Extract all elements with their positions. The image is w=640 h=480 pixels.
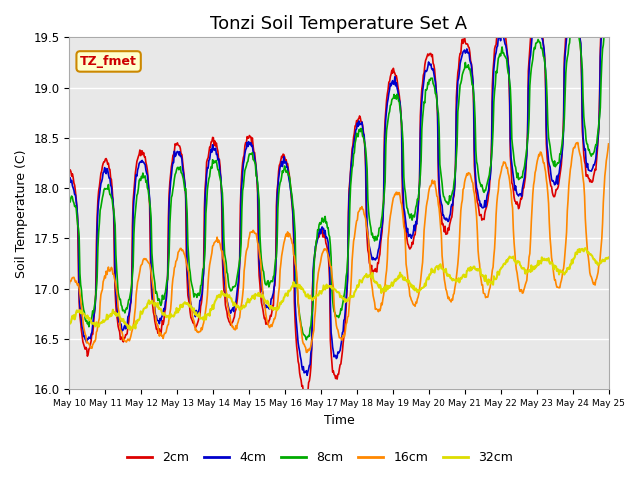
- 8cm: [303, 337, 310, 343]
- 2cm: [76, 300, 83, 305]
- 8cm: [405, 212, 413, 217]
- 4cm: [605, 0, 612, 4]
- 16cm: [405, 285, 413, 290]
- 32cm: [582, 245, 589, 251]
- 2cm: [214, 148, 221, 154]
- 16cm: [131, 311, 138, 317]
- 8cm: [214, 167, 221, 173]
- 32cm: [605, 255, 612, 261]
- 16cm: [65, 281, 73, 287]
- 4cm: [421, 70, 429, 75]
- Title: Tonzi Soil Temperature Set A: Tonzi Soil Temperature Set A: [211, 15, 468, 33]
- 8cm: [76, 234, 83, 240]
- 8cm: [186, 265, 193, 271]
- 2cm: [131, 178, 138, 184]
- 32cm: [76, 308, 83, 314]
- 8cm: [604, 13, 612, 19]
- 16cm: [574, 140, 582, 145]
- Line: 32cm: 32cm: [69, 248, 609, 330]
- 32cm: [186, 304, 194, 310]
- 32cm: [126, 327, 134, 333]
- X-axis label: Time: Time: [324, 414, 355, 427]
- 8cm: [421, 100, 429, 106]
- 4cm: [405, 233, 413, 239]
- Line: 4cm: 4cm: [69, 1, 609, 375]
- Legend: 2cm, 4cm, 8cm, 16cm, 32cm: 2cm, 4cm, 8cm, 16cm, 32cm: [122, 446, 518, 469]
- 8cm: [131, 216, 138, 222]
- 16cm: [303, 349, 310, 355]
- 16cm: [214, 240, 221, 245]
- 16cm: [186, 281, 193, 287]
- 16cm: [421, 219, 429, 225]
- 16cm: [76, 286, 83, 291]
- 4cm: [131, 190, 138, 196]
- 8cm: [65, 197, 73, 203]
- 4cm: [214, 157, 221, 163]
- 2cm: [186, 301, 193, 307]
- 2cm: [303, 393, 310, 398]
- 8cm: [605, 14, 612, 20]
- 4cm: [76, 288, 83, 293]
- 32cm: [215, 292, 223, 298]
- Y-axis label: Soil Temperature (C): Soil Temperature (C): [15, 149, 28, 277]
- 32cm: [65, 321, 73, 326]
- 2cm: [65, 168, 73, 174]
- 4cm: [65, 177, 73, 182]
- 2cm: [405, 245, 413, 251]
- Line: 16cm: 16cm: [69, 143, 609, 352]
- Line: 2cm: 2cm: [69, 0, 609, 396]
- 32cm: [405, 279, 413, 285]
- 16cm: [605, 141, 612, 147]
- Text: TZ_fmet: TZ_fmet: [80, 55, 137, 68]
- 2cm: [421, 62, 429, 68]
- 4cm: [303, 372, 311, 378]
- Line: 8cm: 8cm: [69, 16, 609, 340]
- 32cm: [132, 325, 140, 331]
- 4cm: [186, 294, 193, 300]
- 32cm: [421, 281, 429, 287]
